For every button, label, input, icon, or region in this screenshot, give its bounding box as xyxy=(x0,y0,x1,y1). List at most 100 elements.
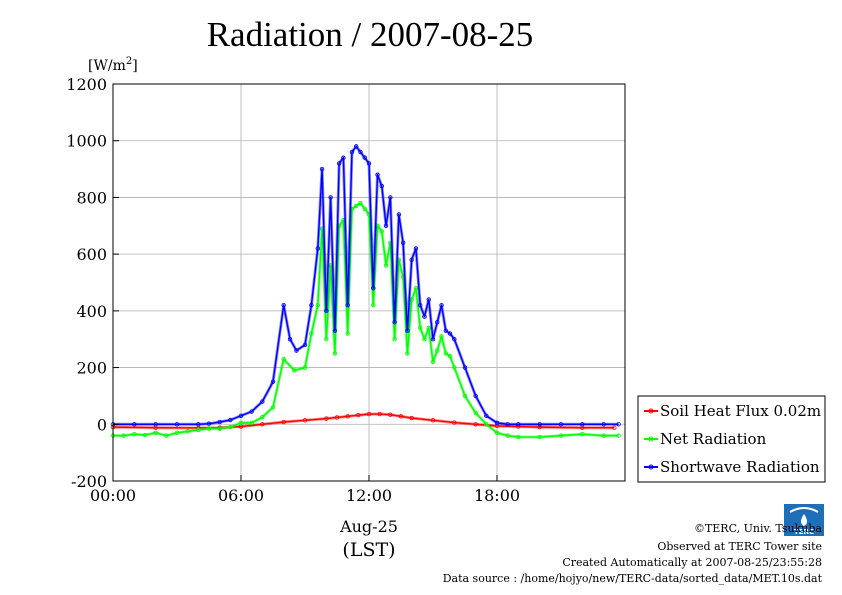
data-point xyxy=(206,421,212,426)
data-point xyxy=(345,331,350,336)
data-point xyxy=(388,195,393,200)
data-point xyxy=(516,434,521,440)
data-point xyxy=(324,308,329,314)
data-point xyxy=(270,405,276,410)
data-point xyxy=(494,420,500,426)
data-point xyxy=(516,422,521,427)
data-point xyxy=(494,430,500,435)
data-point xyxy=(422,337,427,342)
data-point xyxy=(580,432,585,437)
data-point xyxy=(580,422,585,427)
data-point xyxy=(452,420,457,425)
data-point xyxy=(121,433,126,438)
data-point xyxy=(473,410,478,416)
data-point xyxy=(601,433,606,438)
data-point xyxy=(366,411,372,417)
data-point xyxy=(616,422,621,427)
grid-lines xyxy=(112,83,625,482)
y-axis-ticks: -200 0 200 400 600 800 1000 1200 xyxy=(66,75,119,491)
data-point xyxy=(430,359,436,365)
data-point xyxy=(443,328,448,333)
data-point xyxy=(354,144,359,149)
y-tick-label: 400 xyxy=(76,302,107,321)
y-tick-label: 1200 xyxy=(66,75,107,94)
data-point xyxy=(537,422,542,427)
data-point xyxy=(349,149,355,155)
data-point xyxy=(418,302,423,308)
series-line-halo xyxy=(113,144,619,426)
series-line xyxy=(112,413,615,429)
data-point xyxy=(228,417,233,423)
data-point xyxy=(426,297,431,302)
series-net-radiation xyxy=(110,200,621,440)
data-point xyxy=(132,422,137,427)
data-point xyxy=(383,263,389,268)
data-point xyxy=(426,325,431,331)
series-layer xyxy=(110,144,621,440)
data-point xyxy=(443,351,448,356)
data-point xyxy=(309,302,314,308)
data-point xyxy=(447,331,453,336)
data-point xyxy=(228,424,233,430)
data-point xyxy=(260,414,265,420)
x-axis-ticks: 00:00 06:00 12:00 18:00 xyxy=(90,475,520,505)
data-point xyxy=(405,351,410,356)
data-point xyxy=(462,393,468,399)
data-point xyxy=(616,433,621,438)
data-point xyxy=(260,422,265,427)
data-point xyxy=(206,426,212,431)
data-point xyxy=(462,365,468,370)
series-line-halo xyxy=(113,201,619,439)
terc-logo: TERC xyxy=(784,504,824,536)
data-point xyxy=(281,356,286,362)
data-point xyxy=(341,155,346,160)
data-point xyxy=(324,416,329,421)
data-point xyxy=(601,422,606,427)
data-point xyxy=(452,337,457,342)
data-point xyxy=(452,365,457,370)
data-point xyxy=(430,418,436,423)
footer-observed: Observed at TERC Tower site xyxy=(657,540,822,553)
data-point xyxy=(238,420,244,426)
data-point xyxy=(153,430,158,435)
x-axis-timezone-label: (LST) xyxy=(342,539,395,561)
y-axis-unit: [W/m2] xyxy=(88,56,138,74)
data-point xyxy=(396,212,402,217)
data-point xyxy=(332,328,338,333)
data-point xyxy=(358,200,363,206)
series-line xyxy=(113,145,619,425)
data-point xyxy=(294,348,299,353)
data-point xyxy=(153,422,158,427)
data-point xyxy=(217,419,222,425)
data-point xyxy=(505,422,510,427)
data-point xyxy=(558,422,564,427)
data-point xyxy=(392,337,397,342)
data-point xyxy=(439,334,444,339)
data-point xyxy=(281,419,286,425)
x-tick-label: 06:00 xyxy=(218,486,264,505)
y-tick-label: 600 xyxy=(76,245,107,264)
data-point xyxy=(435,348,440,353)
data-point xyxy=(413,246,419,251)
data-point xyxy=(383,223,389,228)
data-point xyxy=(558,433,564,438)
data-point xyxy=(356,413,361,418)
data-point xyxy=(309,331,314,336)
data-point xyxy=(302,418,308,423)
footer-source: Data source : /home/hojyo/new/TERC-data/… xyxy=(443,572,823,585)
y-tick-label: 200 xyxy=(76,359,107,378)
data-point xyxy=(409,257,414,263)
data-point xyxy=(430,337,436,342)
data-point xyxy=(362,155,367,160)
data-point xyxy=(505,433,510,438)
data-point xyxy=(336,161,342,166)
data-point xyxy=(132,432,137,437)
data-point xyxy=(358,149,363,155)
legend-box xyxy=(637,395,826,483)
legend-label: Soil Heat Flux 0.02m xyxy=(660,402,821,420)
data-point xyxy=(422,314,427,319)
x-tick-label: 00:00 xyxy=(90,486,136,505)
series-shortwave-radiation xyxy=(110,144,621,427)
logo-text: TERC xyxy=(794,528,814,536)
